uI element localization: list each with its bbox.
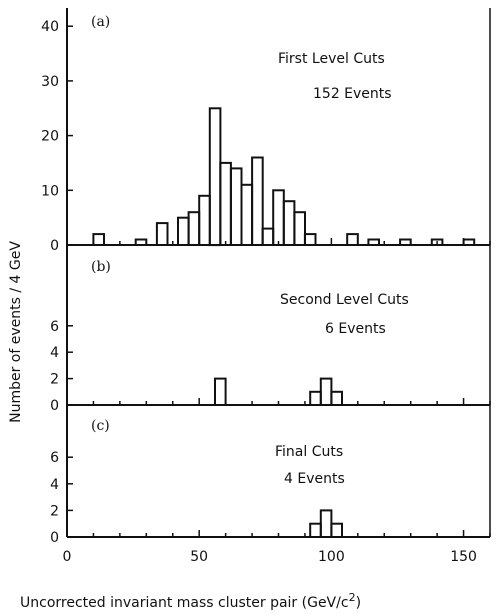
y-tick-label: 0 (50, 398, 59, 414)
histogram-bar (229, 167, 243, 246)
histogram-bar (282, 200, 296, 246)
histogram-bar (330, 390, 343, 406)
panel-annotation: Second Level Cuts (280, 292, 409, 308)
panel-annotation: First Level Cuts (278, 51, 385, 67)
histogram-bar (219, 161, 232, 246)
x-tick-label: 0 (63, 549, 72, 565)
histogram-bar (319, 377, 333, 407)
y-tick-label: 40 (41, 19, 59, 35)
histogram-bar (399, 238, 412, 246)
histogram-marks (92, 107, 476, 539)
histogram-bar (319, 509, 333, 538)
histogram-bar (309, 390, 322, 406)
axis-ticks (66, 25, 491, 538)
histogram-bar (367, 238, 380, 246)
histogram-bar (346, 233, 359, 247)
y-tick-label: 2 (50, 372, 59, 388)
panel-label: (b) (91, 259, 111, 275)
histogram-bar (261, 227, 275, 247)
histogram-bar (155, 222, 169, 247)
x-tick-label: 100 (318, 549, 345, 565)
histogram-bar (293, 211, 306, 246)
histogram-bar (462, 238, 476, 246)
panel-label: (c) (91, 418, 110, 434)
histogram-bar (303, 233, 317, 247)
histogram-bar (309, 522, 322, 539)
y-axis-label: Number of events / 4 GeV (8, 241, 24, 423)
histogram-bar (330, 522, 343, 539)
histogram-bar (177, 216, 190, 246)
histogram-bar (187, 211, 201, 246)
histogram-bar (251, 156, 264, 246)
panel-annotation: 6 Events (325, 321, 386, 337)
histogram-bar (134, 238, 148, 246)
x-axis-label: Uncorrected invariant mass cluster pair … (20, 591, 361, 611)
x-tick-label: 150 (450, 549, 477, 565)
histogram-bar (214, 377, 227, 407)
y-tick-label: 20 (41, 129, 59, 145)
y-tick-label: 2 (50, 503, 59, 519)
panel-annotation: 4 Events (284, 471, 345, 487)
histogram-bar (198, 194, 211, 247)
y-tick-label: 0 (50, 238, 59, 254)
histogram-bar (92, 233, 106, 247)
y-tick-label: 6 (50, 450, 59, 466)
x-axis-label-main: Uncorrected invariant mass cluster pair … (20, 595, 349, 611)
y-tick-label: 0 (50, 530, 59, 546)
x-axis-label-end: ) (356, 595, 361, 611)
y-tick-label: 4 (50, 477, 59, 493)
x-axis-label-superscript: 2 (349, 591, 356, 604)
y-tick-label: 10 (41, 183, 59, 199)
y-tick-label: 6 (50, 319, 59, 335)
y-tick-label: 30 (41, 74, 59, 90)
x-tick-label: 50 (190, 549, 208, 565)
histogram-bar (272, 189, 285, 247)
histogram-bar (240, 183, 254, 247)
y-tick-label: 4 (50, 345, 59, 361)
panel-annotation: 152 Events (313, 86, 392, 102)
histogram-bar (208, 107, 222, 247)
panel-label: (a) (91, 14, 110, 30)
panel-annotation: Final Cuts (275, 444, 343, 460)
